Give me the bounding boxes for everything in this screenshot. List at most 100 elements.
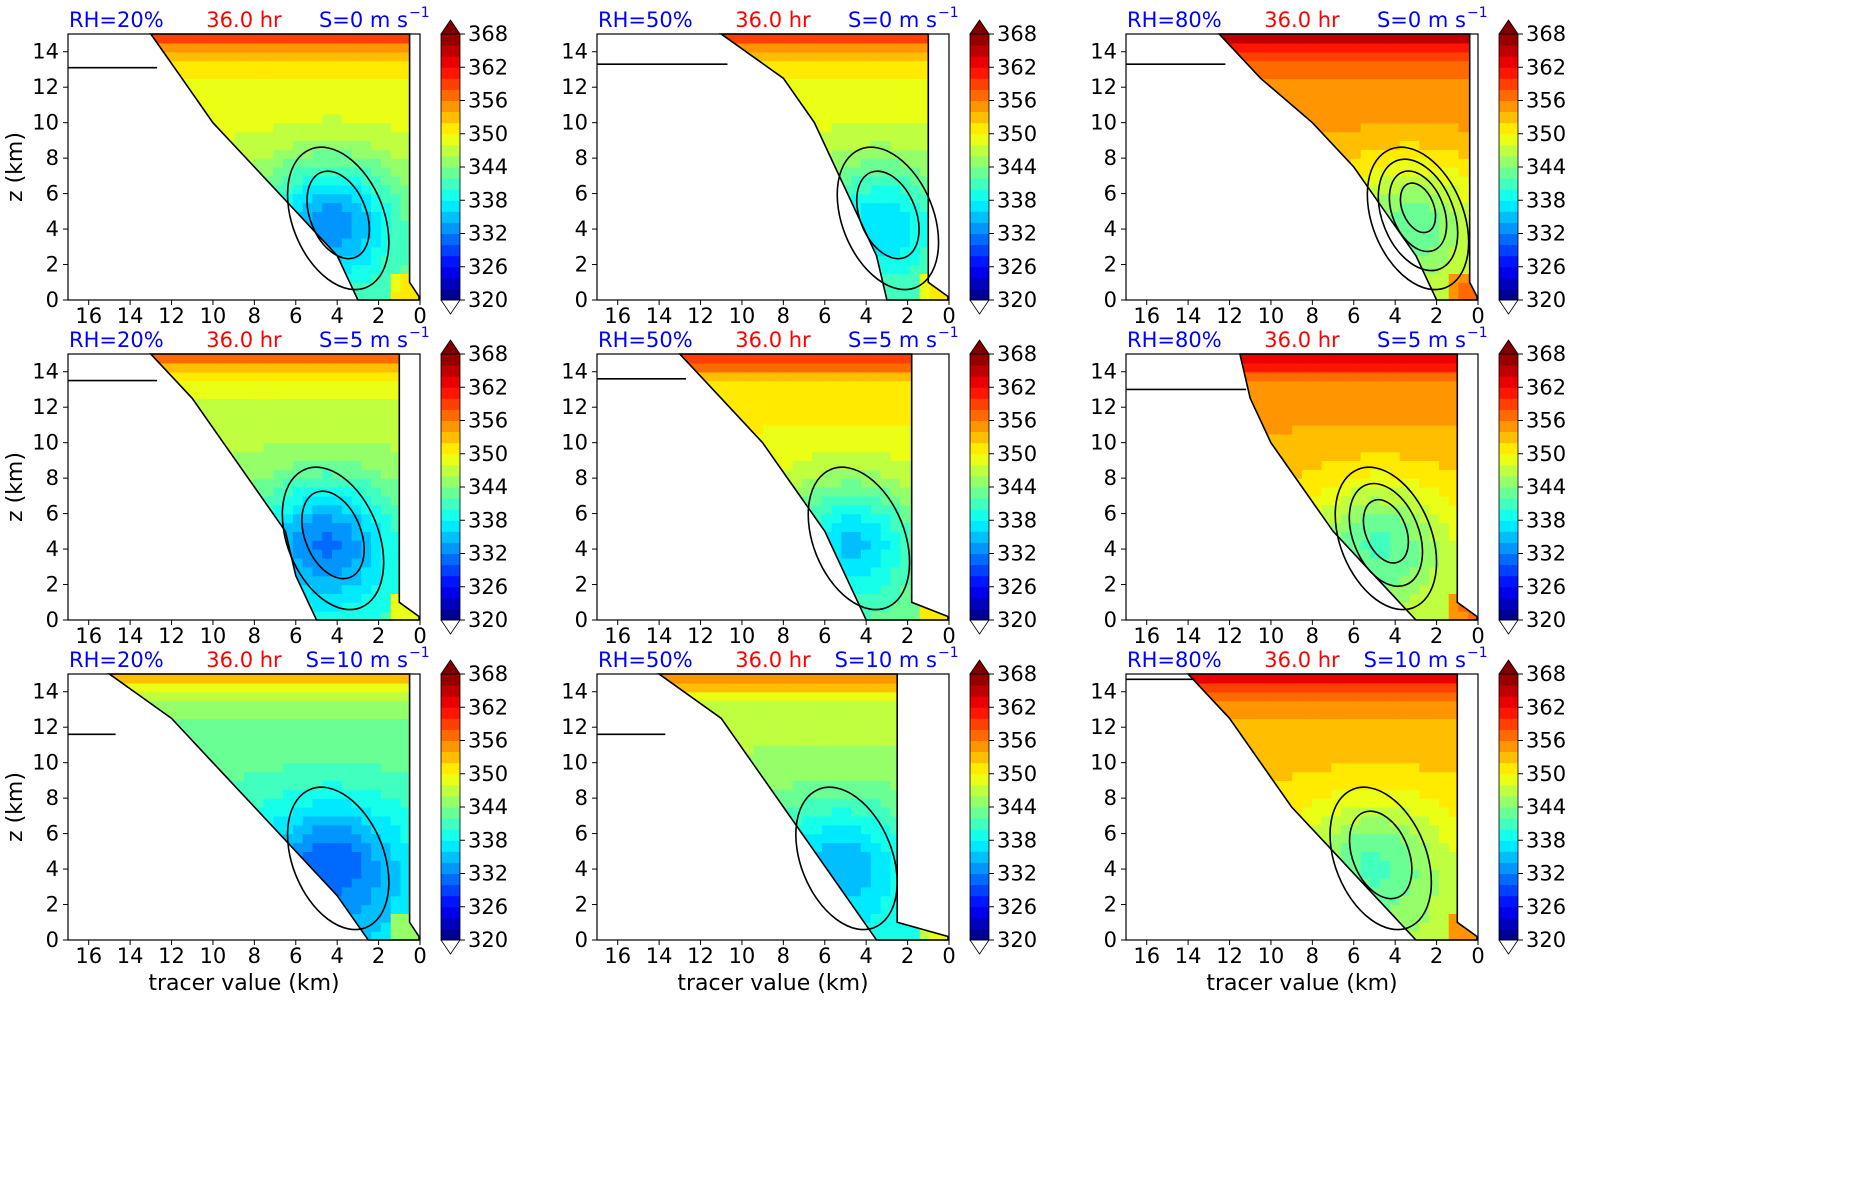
field-cell (646, 531, 656, 541)
field-cell (361, 469, 372, 479)
field-cell (607, 452, 617, 462)
field-cell (78, 282, 88, 292)
field-cell (283, 211, 294, 221)
field-cell (753, 87, 764, 97)
field-cell (136, 140, 146, 150)
field-cell (273, 371, 284, 382)
field-cell (792, 113, 803, 124)
field-cell (400, 291, 411, 300)
field-cell (380, 442, 392, 453)
field-cell (156, 531, 167, 541)
field-cell (1282, 113, 1293, 124)
field-cell (617, 185, 627, 195)
field-cell (244, 371, 255, 382)
field-cell (312, 255, 323, 266)
field-cell (361, 611, 372, 620)
field-cell (165, 282, 177, 292)
field-cell (646, 381, 656, 391)
field-cell (214, 566, 226, 577)
field-cell (1136, 149, 1146, 159)
field-cell (195, 211, 206, 221)
field-cell (782, 246, 794, 257)
field-cell (1194, 34, 1204, 44)
field-cell (782, 78, 794, 88)
field-cell (253, 495, 265, 506)
field-cell (175, 291, 186, 300)
field-cell (175, 87, 186, 97)
field-cell (1262, 42, 1274, 53)
field-cell (371, 264, 382, 274)
field-cell (371, 469, 382, 479)
field-cell (380, 273, 392, 283)
field-cell (656, 61, 666, 71)
field-cell (410, 424, 420, 435)
field-cell (410, 291, 420, 300)
field-cell (390, 460, 402, 470)
field-cell (204, 398, 216, 408)
field-cell (861, 42, 872, 53)
field-cell (253, 158, 265, 168)
field-cell (721, 282, 725, 292)
field-cell (371, 220, 382, 230)
field-cell (1175, 176, 1185, 186)
field-cell (341, 149, 353, 159)
field-cell (1175, 105, 1185, 115)
field-cell (150, 549, 157, 559)
field-cell (156, 237, 167, 248)
field-cell (117, 390, 127, 400)
field-cell (351, 69, 362, 79)
field-cell (107, 87, 117, 97)
field-cell (117, 372, 127, 382)
field-cell (97, 416, 107, 426)
field-cell (763, 255, 774, 266)
field-cell (636, 34, 646, 44)
field-cell (705, 185, 715, 195)
field-cell (753, 51, 764, 62)
field-cell (150, 246, 157, 257)
colorbar-tick-label: 362 (997, 55, 1037, 79)
field-cell (380, 540, 392, 550)
field-cell (695, 291, 705, 301)
x-tick-label: 10 (1258, 304, 1285, 328)
field-cell (617, 291, 627, 301)
field-cell (150, 96, 157, 106)
field-cell (165, 78, 177, 88)
field-cell (400, 255, 411, 266)
field-cell (1223, 237, 1235, 248)
field-cell (1292, 264, 1303, 274)
field-cell (302, 380, 314, 391)
field-cell (802, 220, 813, 230)
field-cell (705, 105, 715, 115)
field-cell (175, 69, 186, 79)
colorbar-segment (441, 155, 460, 168)
field-cell (1262, 122, 1274, 133)
field-cell (617, 265, 627, 275)
field-cell (1282, 193, 1293, 204)
field-cell (1155, 140, 1165, 150)
y-tick-label: 4 (46, 217, 59, 241)
field-cell (724, 69, 735, 79)
field-cell (1341, 246, 1352, 257)
field-cell (351, 149, 362, 159)
field-cell (890, 60, 901, 71)
field-cell (1448, 69, 1460, 79)
field-cell (656, 158, 666, 168)
field-cell (127, 34, 137, 44)
field-cell (400, 584, 411, 594)
x-tick-label: 14 (1175, 304, 1202, 328)
field-cell (646, 549, 656, 559)
field-cell (1419, 237, 1430, 248)
field-cell (1165, 176, 1175, 186)
field-cell (721, 264, 725, 274)
field-cell (400, 504, 411, 515)
field-cell (656, 593, 666, 603)
field-cell (224, 34, 235, 44)
field-cell (273, 104, 284, 115)
field-cell (851, 96, 862, 106)
field-cell (410, 78, 420, 88)
field-cell (283, 460, 294, 470)
field-cell (1204, 123, 1214, 133)
field-cell (1360, 158, 1372, 168)
field-cell (679, 362, 686, 373)
field-cell (253, 237, 265, 248)
